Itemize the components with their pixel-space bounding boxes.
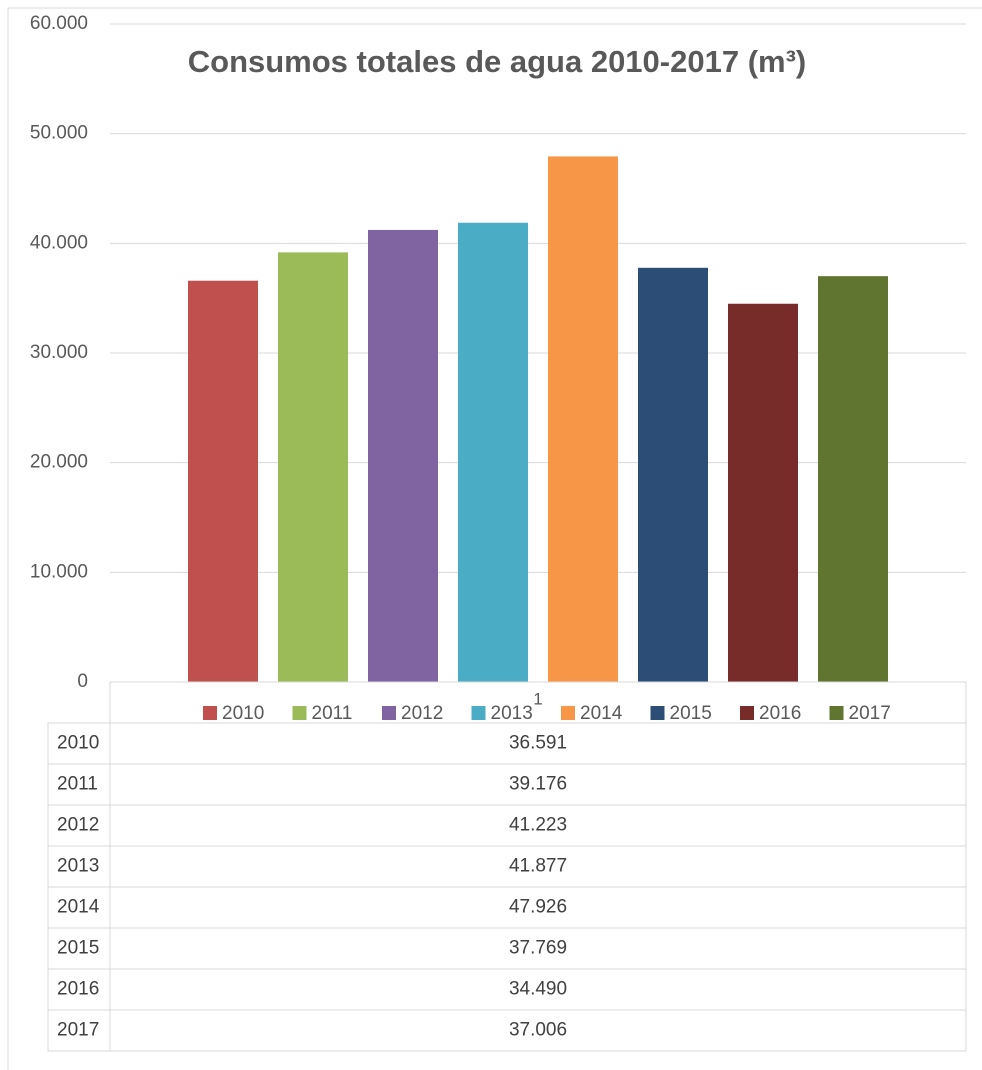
- legend-label: 2013: [491, 703, 533, 724]
- legend-label: 2016: [759, 703, 801, 724]
- bar: [368, 229, 438, 683]
- bar: [728, 303, 798, 682]
- table-row-header: 2010: [57, 733, 99, 754]
- table-row-header: 2012: [57, 815, 99, 836]
- legend-swatch: [471, 706, 486, 720]
- table-value: 39.176: [509, 774, 567, 795]
- bar: [548, 156, 618, 683]
- legend-label: 2010: [222, 703, 264, 724]
- y-tick-label: 0: [77, 671, 88, 692]
- table-value: 34.490: [509, 979, 567, 1000]
- table-value: 41.877: [509, 856, 567, 877]
- y-tick-label: 30.000: [30, 342, 88, 363]
- bar: [458, 222, 528, 682]
- y-tick-label: 20.000: [30, 452, 88, 473]
- table-row-header: 2014: [57, 897, 100, 918]
- table-value: 37.006: [509, 1020, 567, 1041]
- chart-title: Consumos totales de agua 2010-2017 (m³): [188, 44, 806, 79]
- table-value: 37.769: [509, 938, 567, 959]
- legend-swatch: [292, 706, 307, 720]
- table-cell: [109, 1009, 967, 1052]
- y-tick-label: 40.000: [30, 232, 88, 253]
- table-row-header: 2015: [57, 938, 99, 959]
- legend-swatch: [561, 706, 575, 720]
- legend-label: 2015: [670, 703, 712, 724]
- legend-swatch: [203, 706, 217, 720]
- table-value: 47.926: [509, 897, 567, 918]
- table-row-header: 2011: [57, 774, 98, 795]
- y-tick-label: 10.000: [30, 561, 88, 582]
- table-row-header: 2013: [57, 856, 99, 877]
- legend-swatch: [382, 706, 396, 720]
- legend-swatch: [740, 706, 754, 720]
- y-tick-label: 50.000: [30, 123, 88, 144]
- table-value: 41.223: [509, 815, 567, 836]
- legend-label: 2014: [580, 703, 623, 724]
- table-value: 36.591: [509, 733, 567, 754]
- bar: [188, 280, 258, 682]
- bar: [638, 267, 708, 682]
- bar: [278, 252, 348, 682]
- legend-label: 2012: [401, 703, 443, 724]
- legend-label: 2011: [312, 703, 353, 724]
- y-tick-label: 60.000: [30, 13, 88, 34]
- legend-label: 2017: [849, 703, 891, 724]
- bar: [818, 276, 888, 682]
- table-row-header: 2017: [57, 1020, 99, 1041]
- legend-swatch: [829, 706, 844, 720]
- table-row-header: 2016: [57, 979, 99, 1000]
- legend-swatch: [650, 706, 665, 720]
- x-tick-label: 1: [533, 689, 542, 708]
